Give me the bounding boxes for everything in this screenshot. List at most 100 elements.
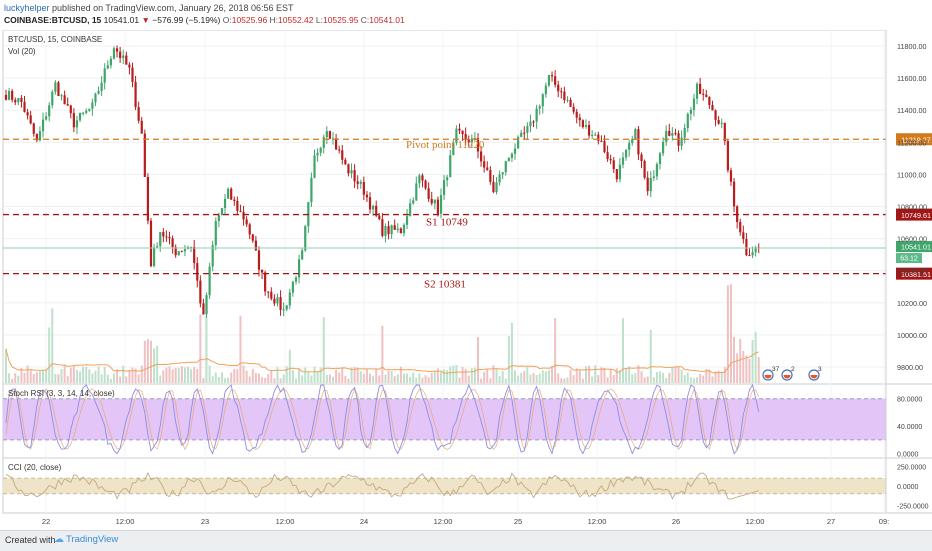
candle-body	[239, 210, 242, 212]
volume-bar	[535, 374, 538, 383]
candle	[464, 127, 467, 145]
candle-body	[211, 245, 214, 267]
candle-body	[257, 250, 261, 270]
volume-bar	[335, 369, 338, 383]
candle-body	[214, 221, 217, 246]
candle-body	[547, 75, 551, 86]
candle-body	[449, 155, 452, 178]
volume-bar	[739, 338, 742, 383]
candle-body	[297, 259, 301, 278]
candle	[455, 125, 458, 146]
candle	[193, 239, 196, 270]
cci-y-tick-label: 250.0000	[897, 465, 926, 472]
candle-body	[436, 199, 439, 214]
candle	[609, 154, 612, 165]
x-tick-label: 27	[827, 517, 835, 526]
open-value: 10525.96	[231, 15, 268, 25]
volume-bar	[220, 372, 223, 383]
candle-body	[742, 232, 745, 240]
created-with-text: Created with	[5, 535, 56, 545]
volume-bar	[424, 375, 427, 383]
candle-body	[520, 132, 523, 137]
candle-body	[415, 183, 418, 201]
author-link[interactable]: luckyhelper	[4, 3, 50, 13]
candle	[267, 291, 270, 299]
volume-bar	[498, 375, 501, 383]
volume-bar	[692, 378, 695, 383]
candle-body	[421, 175, 424, 181]
volume-bar	[180, 366, 183, 383]
chart-area[interactable]: 11219.27 10749.61 10381.51 Pivot point 1122…	[0, 30, 932, 530]
volume-bar	[547, 370, 550, 383]
candle-body	[310, 177, 313, 203]
candle	[276, 293, 279, 307]
x-tick-label: 12:00	[116, 517, 135, 526]
candle-body	[368, 197, 372, 210]
volume-ma-line	[5, 348, 759, 374]
candle	[378, 212, 381, 221]
level-price-label: 11219.27	[896, 133, 932, 146]
x-tick-label: 12:00	[746, 517, 765, 526]
volume-bar	[606, 377, 609, 383]
tradingview-logo[interactable]: ☁ TradingView	[54, 534, 118, 545]
volume-bar	[57, 374, 60, 383]
last-price-label: 10541.01 63.12	[896, 241, 932, 264]
volume-bar	[430, 372, 433, 383]
volume-bar	[492, 365, 495, 383]
volume-bar	[572, 375, 575, 383]
candle	[409, 198, 412, 217]
candle	[686, 112, 689, 133]
volume-bar	[600, 367, 603, 383]
candle	[23, 95, 26, 113]
volume-bar	[131, 367, 134, 383]
candle	[294, 275, 298, 285]
candle-body	[513, 148, 517, 154]
candle-body	[464, 133, 467, 140]
candle-body	[695, 83, 699, 99]
candle-body	[372, 205, 375, 210]
candle	[297, 254, 301, 284]
rsi-y-tick-label: 80.0000	[897, 397, 922, 404]
volume-bar	[187, 366, 190, 383]
volume-bar	[26, 365, 29, 383]
candle-body	[680, 137, 683, 146]
candle	[569, 97, 572, 107]
candle-body	[51, 91, 54, 106]
volume-bar	[217, 377, 220, 383]
candle	[208, 262, 211, 299]
volume-bar	[717, 370, 720, 383]
quote-line: COINBASE:BTCUSD, 15 10541.01 ▼ −576.99 (…	[4, 15, 405, 25]
candle	[628, 139, 631, 157]
candle-body	[458, 128, 461, 131]
level-label-text: 10381.51	[901, 270, 931, 279]
volume-bar	[353, 367, 356, 383]
candle	[541, 93, 544, 114]
candle-body	[41, 119, 45, 132]
x-tick-label: 24	[360, 517, 368, 526]
volume-bar	[230, 372, 233, 383]
candle-body	[171, 238, 174, 248]
candle-body	[409, 203, 412, 217]
volume-bar	[659, 371, 662, 383]
y-tick-label: 10400.00	[897, 267, 927, 276]
price-change: −576.99 (−5.19%)	[152, 15, 221, 25]
candle	[128, 62, 131, 75]
candle	[350, 163, 353, 179]
candle-body	[470, 138, 473, 143]
volume-bar	[100, 374, 103, 383]
volume-bar	[597, 375, 600, 383]
candle-body	[338, 149, 341, 151]
volume-bar	[23, 372, 26, 383]
publish-info: published on TradingView.com, January 26…	[52, 3, 294, 13]
candle-body	[442, 180, 446, 196]
candle	[41, 112, 45, 138]
candle-body	[350, 170, 353, 174]
candle	[338, 145, 341, 154]
candle-body	[748, 255, 751, 257]
candle-body	[446, 177, 449, 181]
volume-bar	[603, 367, 606, 383]
candle-body	[517, 136, 520, 149]
volume-bar	[514, 370, 517, 383]
candle-body	[501, 172, 504, 175]
candle	[550, 71, 554, 82]
